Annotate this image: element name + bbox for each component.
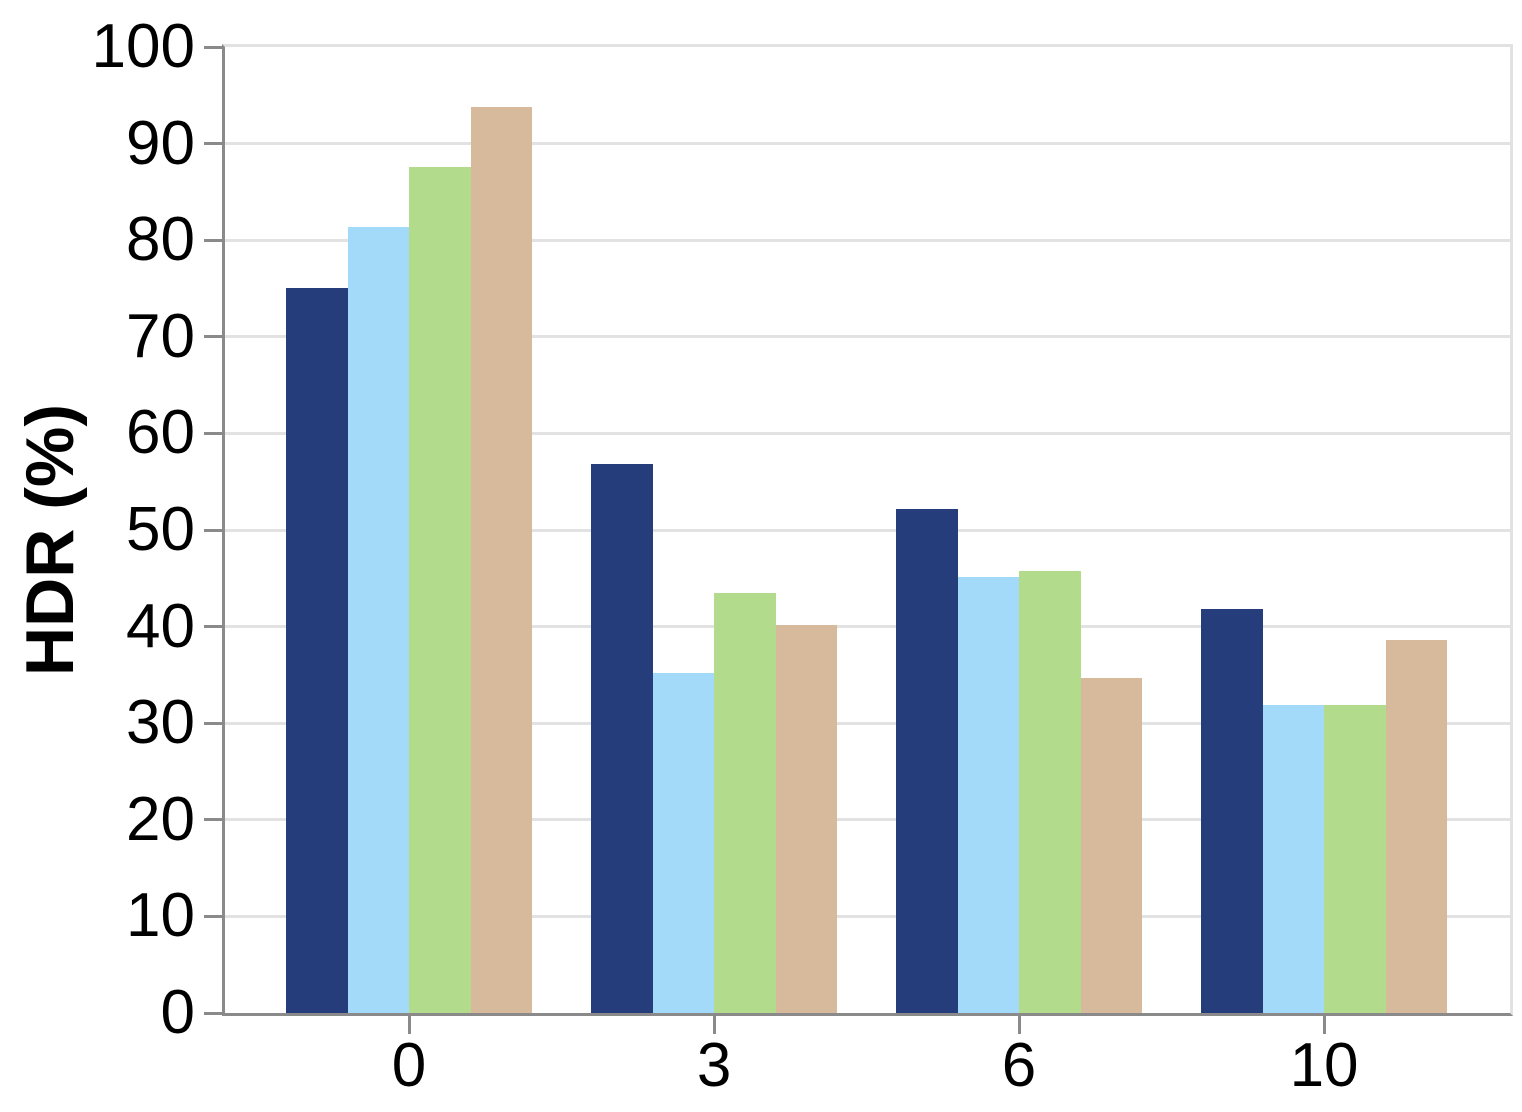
y-tick-90: [204, 142, 222, 146]
y-tick-label-70: 70: [126, 301, 195, 371]
gridline-80: [225, 238, 1510, 242]
bar-light-blue-x10: [1262, 704, 1325, 1013]
bar-navy-x0: [286, 287, 348, 1013]
y-tick-label-90: 90: [126, 108, 195, 178]
gridline-30: [225, 721, 1510, 725]
gridline-10: [225, 914, 1510, 918]
y-tick-40: [204, 625, 222, 629]
y-tick-100: [204, 45, 222, 49]
y-tick-10: [204, 914, 222, 918]
bar-green-x6: [1019, 570, 1081, 1013]
x-tick-10: [1322, 1016, 1326, 1034]
y-tick-60: [204, 431, 222, 435]
x-tick-label-0: 0: [391, 1031, 427, 1100]
x-tick-6: [1017, 1016, 1021, 1034]
y-tick-label-50: 50: [126, 495, 195, 564]
bar-light-blue-x6: [957, 577, 1019, 1013]
y-tick-20: [204, 818, 222, 822]
gridline-60: [225, 431, 1510, 435]
bar-tan-x0: [470, 106, 532, 1013]
y-axis-title: HDR (%): [12, 404, 88, 676]
y-tick-label-80: 80: [126, 205, 195, 275]
x-tick-0: [407, 1016, 411, 1034]
y-tick-80: [204, 238, 222, 242]
bar-light-blue-x3: [652, 672, 715, 1013]
y-tick-30: [204, 721, 222, 725]
plot-area: 0 10 20 30 40 50 60 70 80 90 100 0 3 6 10: [92, 16, 1513, 1097]
y-tick-label-60: 60: [126, 398, 195, 468]
y-tick-0: [204, 1011, 222, 1015]
bar-tan-x6: [1080, 677, 1142, 1013]
bar-green-x0: [409, 166, 471, 1013]
y-tick-label-0: 0: [160, 978, 195, 1047]
bar-green-x10: [1324, 704, 1386, 1013]
gridline-70: [225, 335, 1510, 339]
x-tick-label-6: 6: [1001, 1031, 1037, 1100]
y-tick-label-40: 40: [126, 591, 195, 661]
gridline-90: [225, 142, 1510, 146]
y-tick-label-30: 30: [126, 688, 195, 758]
y-tick-70: [204, 335, 222, 339]
x-tick-3: [712, 1016, 716, 1034]
bar-tan-x10: [1385, 640, 1448, 1013]
bar-navy-x6: [896, 508, 958, 1013]
y-tick-label-100: 100: [91, 12, 195, 81]
y-tick-50: [204, 528, 222, 532]
bar-green-x3: [714, 592, 776, 1013]
gridline-40: [225, 625, 1510, 629]
bar-navy-x3: [591, 464, 653, 1013]
gridline-50: [225, 528, 1510, 532]
bar-navy-x10: [1201, 609, 1263, 1013]
bar-tan-x3: [775, 624, 838, 1013]
y-tick-label-20: 20: [126, 784, 195, 854]
bar-light-blue-x0: [347, 226, 409, 1013]
x-tick-label-3: 3: [696, 1031, 732, 1100]
x-tick-label-10: 10: [1289, 1031, 1359, 1100]
y-tick-label-10: 10: [126, 881, 195, 951]
gridline-20: [225, 818, 1510, 822]
